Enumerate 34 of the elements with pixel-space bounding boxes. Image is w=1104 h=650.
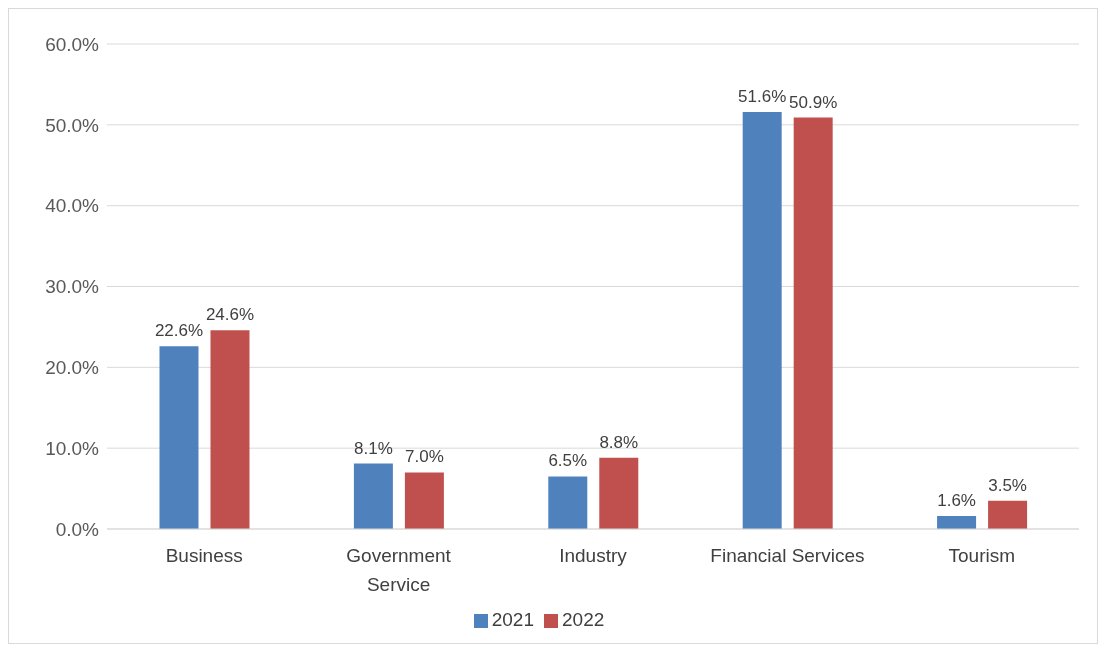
data-label: 7.0% [405,447,444,467]
y-tick-label: 40.0% [45,195,100,217]
bar [548,476,588,529]
bar [159,346,199,529]
data-label: 22.6% [154,321,204,341]
bar [210,330,250,529]
legend-label: 2021 [491,609,534,630]
bar [988,500,1028,529]
data-label: 51.6% [738,86,787,106]
x-tick-label: Tourism [948,545,1016,567]
data-label: 6.5% [548,451,588,471]
y-tick-label: 10.0% [45,437,100,459]
data-label: 24.6% [205,305,255,325]
data-label: 8.1% [354,438,393,458]
x-tick-label: Industry [559,545,628,567]
bar [599,457,639,529]
y-tick-label: 0.0% [55,518,100,540]
y-tick-label: 20.0% [45,357,100,379]
x-tick-label: Business [165,545,243,567]
bar [937,516,977,529]
y-tick-label: 60.0% [45,33,100,55]
data-label: 3.5% [988,475,1027,495]
data-label: 8.8% [599,432,639,452]
y-tick-label: 30.0% [45,276,100,298]
x-tick-label: Government Service [346,545,452,595]
legend-label: 2022 [562,609,605,630]
data-label: 50.9% [789,92,838,112]
bar [793,117,833,529]
y-tick-label: 50.0% [45,114,100,136]
x-tick-label: Financial Services [710,545,865,567]
data-label: 1.6% [937,491,976,511]
bar [404,472,444,529]
bar [742,111,782,529]
bar [353,463,393,529]
